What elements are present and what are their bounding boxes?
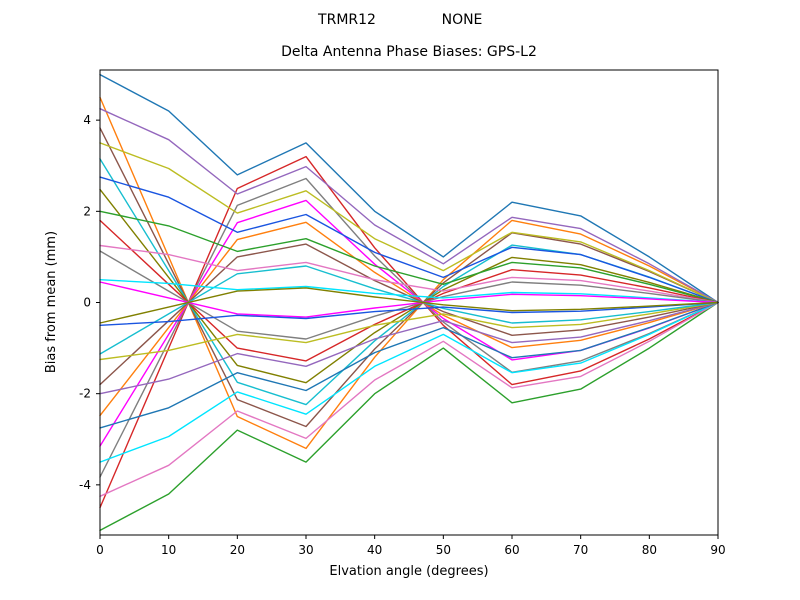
- series-line: [99, 73, 719, 304]
- x-tick-label: 20: [230, 543, 245, 557]
- series-line: [99, 281, 719, 318]
- axis-ticks: 0 10 20 30 40 50 60 70 80 90 -4 -2 0 2 4: [79, 113, 726, 557]
- x-tick-label: 40: [367, 543, 382, 557]
- series-line: [99, 301, 719, 532]
- series-line: [99, 177, 719, 478]
- y-tick-label: 4: [83, 113, 91, 127]
- y-tick-label: 2: [83, 204, 91, 218]
- axes-border: [99, 69, 719, 536]
- x-tick-label: 0: [96, 543, 104, 557]
- x-tick-label: 60: [504, 543, 519, 557]
- x-tick-label: 80: [642, 543, 657, 557]
- series-lines: [99, 73, 719, 532]
- series-line: [99, 301, 719, 497]
- y-tick-label: -4: [79, 478, 91, 492]
- series-line: [99, 287, 719, 324]
- x-tick-label: 70: [573, 543, 588, 557]
- series-line: [99, 199, 719, 447]
- suptitle-right: NONE: [442, 12, 483, 28]
- x-tick-label: 50: [436, 543, 451, 557]
- series-line: [99, 176, 719, 304]
- series-line: [99, 265, 719, 355]
- suptitle-left: TRMR12: [317, 12, 376, 28]
- series-line: [99, 210, 719, 304]
- x-tick-label: 90: [710, 543, 725, 557]
- series-line: [99, 301, 719, 361]
- y-tick-label: 0: [83, 296, 91, 310]
- series-line: [99, 301, 719, 326]
- series-line: [99, 127, 719, 428]
- series-line: [99, 155, 719, 509]
- y-axis-label: Bias from mean (mm): [44, 231, 59, 373]
- series-line: [99, 188, 719, 384]
- series-line: [99, 301, 719, 429]
- series-line: [99, 301, 719, 395]
- series-line: [99, 96, 719, 450]
- series-line: [99, 221, 719, 417]
- series-line: [99, 142, 719, 304]
- y-tick-label: -2: [79, 387, 91, 401]
- x-tick-label: 10: [161, 543, 176, 557]
- x-axis-label: Elvation angle (degrees): [329, 564, 488, 579]
- x-tick-label: 30: [298, 543, 313, 557]
- series-line: [99, 279, 719, 304]
- series-line: [99, 107, 719, 304]
- series-line: [99, 250, 719, 340]
- series-line: [99, 244, 719, 304]
- series-line: [99, 158, 719, 406]
- axes-title: Delta Antenna Phase Biases: GPS-L2: [281, 44, 537, 60]
- series-line: [99, 301, 719, 463]
